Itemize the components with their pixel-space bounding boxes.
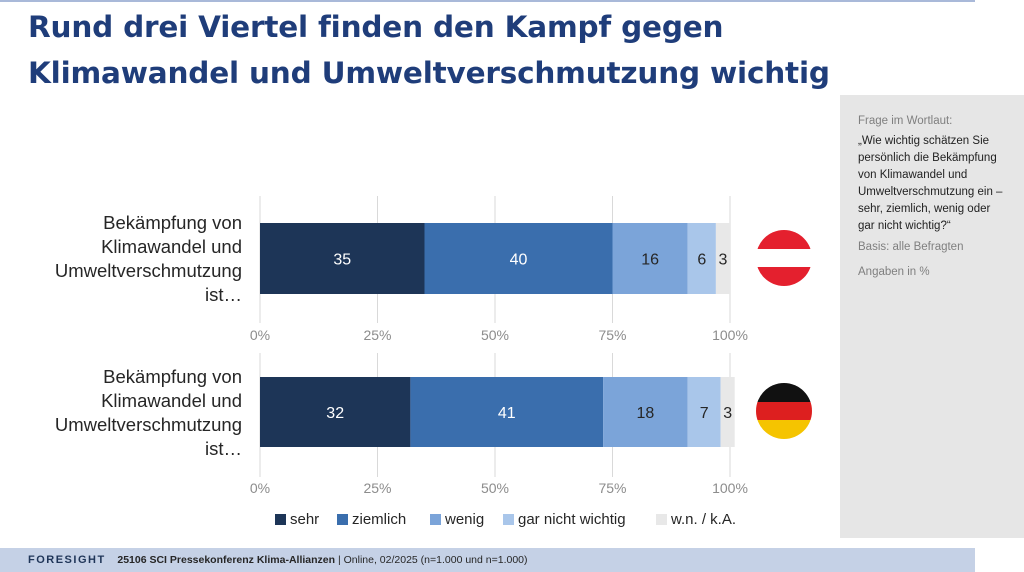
chart-legend: sehr ziemlich wenig gar nicht wichtig w.… (0, 511, 1024, 531)
germany-flag-icon (756, 383, 812, 439)
legend-item-ziemlich: ziemlich (337, 511, 406, 528)
x-tick-label: 0% (250, 327, 270, 343)
question-label: Frage im Wortlaut: (858, 115, 953, 127)
row-label-line: ist… (205, 284, 242, 305)
unit-text: Angaben in % (858, 266, 930, 278)
bar-value-label: 3 (723, 405, 732, 422)
x-tick-label: 0% (250, 480, 270, 496)
legend-swatch (656, 514, 667, 525)
austria-flag-icon (756, 230, 812, 286)
row-label-line: Klimawandel und (101, 390, 242, 411)
legend-swatch (430, 514, 441, 525)
row-label-line: Umweltverschmutzung (54, 414, 242, 435)
legend-item-wn-ka: w.n. / k.A. (656, 511, 736, 528)
footer-details: | Online, 02/2025 (n=1.000 und n=1.000) (337, 554, 528, 566)
bar-segment-gar-nicht-wichtig (687, 377, 721, 447)
footer-spacer (109, 554, 115, 566)
basis-text: Basis: alle Befragten (858, 241, 964, 253)
bar-value-label: 6 (697, 252, 706, 269)
x-tick-label: 25% (363, 480, 391, 496)
x-tick-label: 75% (598, 480, 626, 496)
footer-bar: FORESIGHT 25106 SCI Pressekonferenz Klim… (0, 548, 975, 572)
legend-swatch (503, 514, 514, 525)
legend-label: wenig (445, 511, 485, 528)
legend-item-wenig: wenig (430, 511, 484, 528)
footer-project: 25106 SCI Pressekonferenz Klima-Allianze… (117, 554, 336, 566)
legend-item-gar-nicht-wichtig: gar nicht wichtig (503, 511, 626, 528)
page-title-line-2: Klimawandel und Umweltverschmutzung wich… (28, 56, 830, 90)
bar-segment-ziemlich (410, 377, 604, 447)
legend-label: ziemlich (352, 511, 407, 528)
bar-segment-sehr (260, 377, 411, 447)
x-tick-label: 25% (363, 327, 391, 343)
bar-segment-gar-nicht-wichtig (687, 223, 716, 294)
x-tick-label: 50% (481, 480, 509, 496)
question-text: „Wie wichtig schätzen Sie persönlich die… (858, 135, 1003, 232)
legend-label: gar nicht wichtig (518, 511, 626, 528)
x-tick-label: 100% (712, 480, 748, 496)
legend-label: w.n. / k.A. (671, 511, 737, 528)
bar-segment-wenig (612, 223, 688, 294)
stacked-bar-chart: 0% 25% 50% 75% 100%35 40 16 6 30% 25% 50% 75% 100%32… (250, 196, 748, 496)
bar-segment-w-n-k-a- (715, 223, 730, 294)
x-tick-label: 75% (598, 327, 626, 343)
row-label-germany: Bekämpfung von Klimawandel und Umweltver… (10, 365, 242, 461)
bar-segment-wenig (603, 377, 688, 447)
bar-segment-ziemlich (424, 223, 613, 294)
bar-segment-w-n-k-a- (720, 377, 735, 447)
row-label-line: Bekämpfung von (103, 212, 242, 233)
legend-swatch (275, 514, 286, 525)
bar-value-label: 3 (718, 252, 727, 269)
legend-swatch (337, 514, 348, 525)
bar-segment-sehr (260, 223, 425, 294)
question-sidebar: Frage im Wortlaut: „Wie wichtig schätzen… (840, 95, 1024, 538)
row-label-line: Bekämpfung von (103, 366, 242, 387)
bar-value-label: 7 (700, 405, 709, 422)
bar-value-label: 32 (326, 405, 344, 422)
bar-value-label: 41 (498, 405, 516, 422)
footer-brand: FORESIGHT (28, 554, 106, 566)
bar-value-label: 40 (510, 252, 528, 269)
legend-label: sehr (290, 511, 320, 528)
page-title-line-1: Rund drei Viertel finden den Kampf gegen (28, 10, 724, 44)
x-tick-label: 50% (481, 327, 509, 343)
bar-value-label: 18 (637, 405, 655, 422)
row-label-line: ist… (205, 438, 242, 459)
x-tick-label: 100% (712, 327, 748, 343)
legend-item-sehr: sehr (275, 511, 319, 528)
row-label-austria: Bekämpfung von Klimawandel und Umweltver… (10, 211, 242, 307)
page-title: Rund drei Viertel finden den Kampf gegen… (28, 4, 830, 96)
row-label-line: Umweltverschmutzung (54, 260, 242, 281)
bar-value-label: 16 (641, 252, 659, 269)
top-rule (0, 0, 975, 2)
row-label-line: Klimawandel und (101, 236, 242, 257)
bar-value-label: 35 (333, 252, 351, 269)
